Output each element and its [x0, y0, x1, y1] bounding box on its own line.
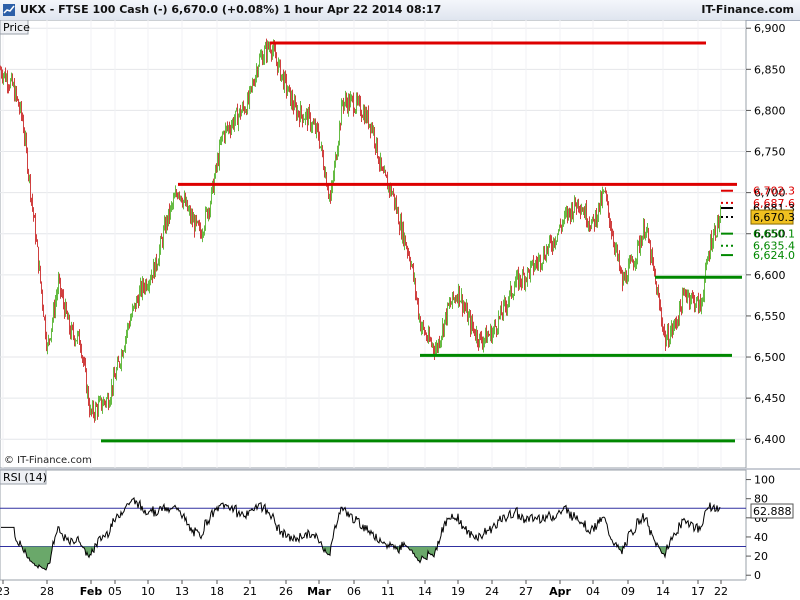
price-axis-label: 6,750	[754, 146, 786, 159]
level-label: 6,687.6	[753, 197, 795, 210]
trend-lines	[101, 41, 742, 443]
price-axis-label: 6,500	[754, 351, 786, 364]
time-axis-label: 14	[418, 585, 432, 598]
level-label: 6,670.3	[753, 211, 795, 224]
brand-label: IT-Finance.com	[701, 3, 794, 16]
time-axis-label: 24	[485, 585, 499, 598]
price-axis-label: 6,550	[754, 310, 786, 323]
rsi-panel	[0, 470, 746, 580]
rsi-panel-label: RSI (14)	[3, 471, 47, 484]
price-axis-label: 6,650	[754, 228, 786, 241]
current-price-tag	[750, 209, 794, 225]
price-axis-label: 6,800	[754, 104, 786, 117]
title-bar: UKX - FTSE 100 Cash (-) 6,670.0 (+0.08%)…	[0, 0, 800, 21]
price-axis-label: 6,700	[754, 187, 786, 200]
rsi-axis-label: 100	[754, 474, 775, 487]
time-axis-label: 27	[519, 585, 533, 598]
time-axis-label: 11	[381, 585, 395, 598]
rsi-line	[1, 497, 721, 571]
rsi-axis-label: 80	[754, 493, 768, 506]
time-axis-label: 21	[243, 585, 257, 598]
time-axis-label: 18	[210, 585, 224, 598]
level-label: 6,650.1	[753, 228, 795, 241]
price-axis-label: 6,400	[754, 433, 786, 446]
rsi-last-value: 62.888	[753, 505, 792, 518]
time-axis-label: Mar	[307, 585, 331, 598]
price-axis-label: 6,850	[754, 63, 786, 76]
time-axis-label: 05	[108, 585, 122, 598]
rsi-axis-label: 0	[754, 569, 761, 582]
time-axis-label: 23	[0, 585, 10, 598]
time-axis: 23 28 Feb 05 10 13 18 21 26 Mar 06 11 14 19 24 27 Apr 04 0…	[0, 580, 728, 598]
time-axis-label: 10	[141, 585, 155, 598]
time-axis-label: 09	[621, 585, 635, 598]
time-axis-label: 13	[175, 585, 189, 598]
chart-app-icon	[3, 4, 15, 16]
watermark: © IT-Finance.com	[4, 455, 92, 466]
rsi-last-value-box	[750, 503, 794, 519]
time-axis-label: 04	[586, 585, 600, 598]
time-axis-label: Feb	[80, 585, 103, 598]
level-markers	[721, 189, 733, 257]
price-axis-label: 6,900	[754, 22, 786, 35]
chart-title: UKX - FTSE 100 Cash (-) 6,670.0 (+0.08%)…	[20, 3, 442, 16]
rsi-axis-label: 40	[754, 531, 768, 544]
price-axis-label: 6,600	[754, 269, 786, 282]
time-axis-label: 19	[451, 585, 465, 598]
chart-canvas: Price © IT-Finance.com 6,9006,8506,8006,…	[0, 20, 800, 600]
price-axis-label: 6,450	[754, 392, 786, 405]
rsi-axis-label: 20	[754, 550, 768, 563]
price-panel-label: Price	[3, 21, 30, 34]
time-axis-label: 06	[347, 585, 361, 598]
time-axis-label: 22	[714, 585, 728, 598]
time-axis-label: 17	[691, 585, 705, 598]
time-axis-label: 28	[40, 585, 54, 598]
time-axis-label: 14	[656, 585, 670, 598]
time-axis-label: Apr	[549, 585, 571, 598]
rsi-axis: 100806040200	[746, 474, 775, 582]
price-axis: 6,900 6,850 6,800 6,750 6,700 6,650 6,600 6,550…	[746, 22, 786, 446]
price-candles	[0, 38, 721, 423]
price-panel	[0, 20, 746, 468]
level-labels: 6,702.36,687.66,681.36,670.36,650.16,635…	[750, 185, 795, 262]
level-label: 6,635.4	[753, 240, 795, 253]
time-axis-label: 26	[279, 585, 293, 598]
level-label: 6,702.3	[753, 185, 795, 198]
level-label: 6,624.0	[753, 249, 795, 262]
